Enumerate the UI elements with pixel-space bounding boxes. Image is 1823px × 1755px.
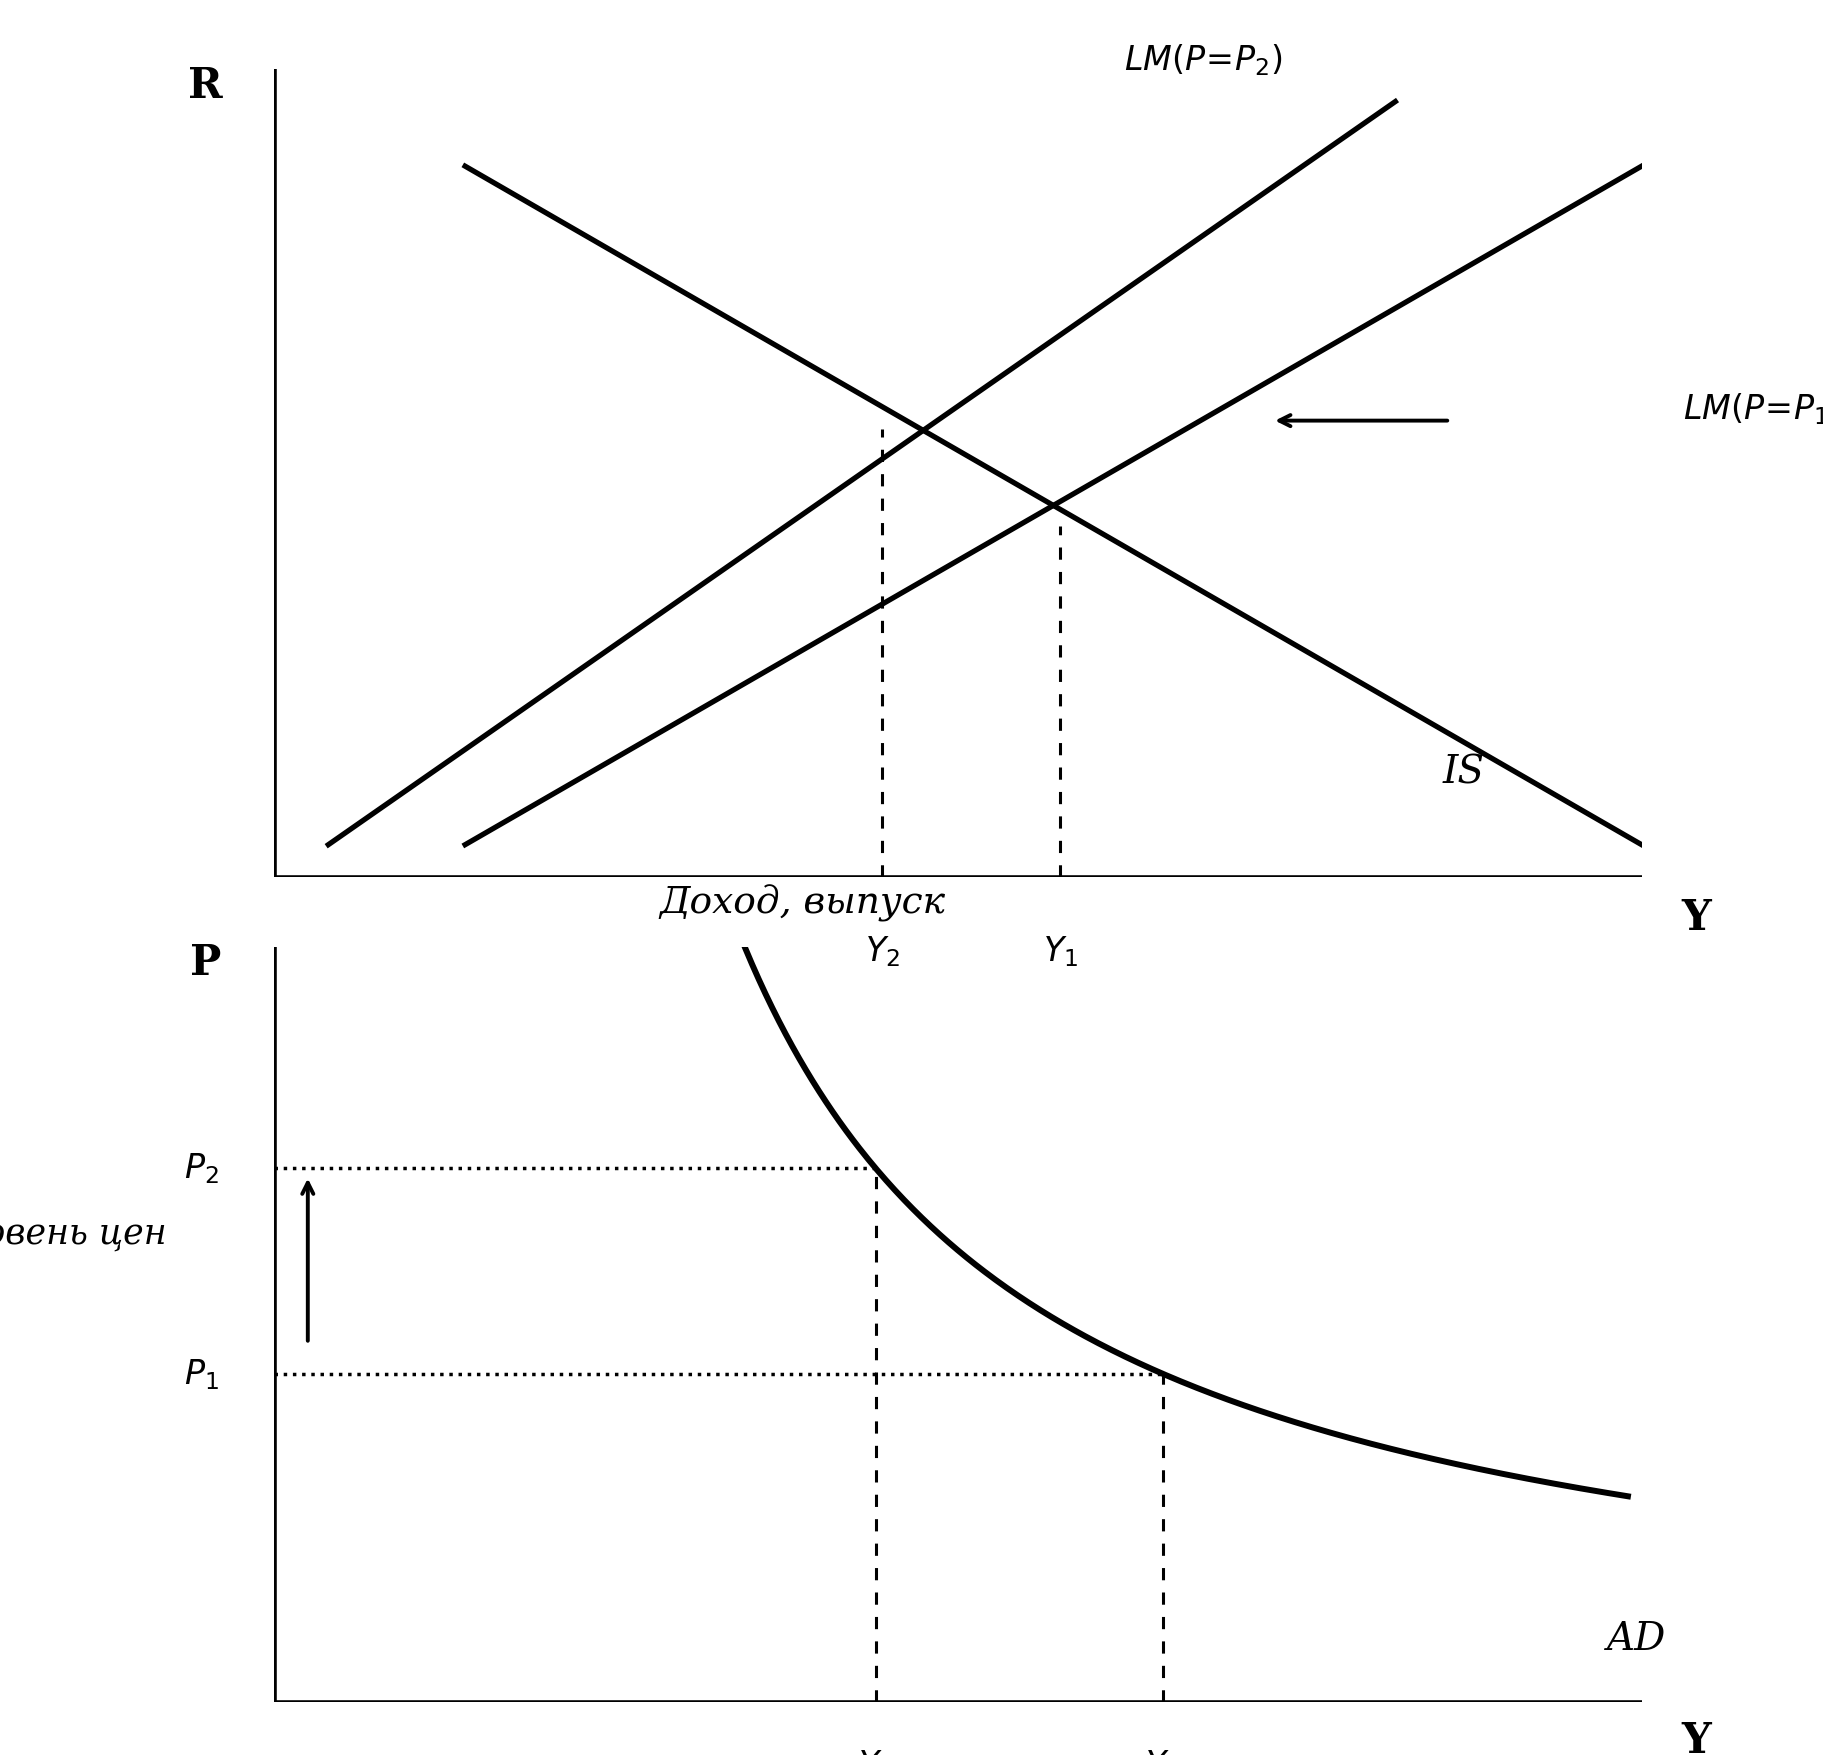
Text: $Y_2$: $Y_2$ [857,1748,893,1755]
Text: AD: AD [1606,1620,1666,1657]
Text: $P_2$: $P_2$ [184,1151,219,1186]
Text: $LM(P\!=\!P_2)$: $LM(P\!=\!P_2)$ [1123,42,1283,79]
Text: Доход, выпуск: Доход, выпуск [660,885,944,921]
Text: $Y_1$: $Y_1$ [1145,1748,1179,1755]
Text: уровень цен: уровень цен [0,1218,168,1251]
Text: IS: IS [1442,755,1484,792]
Text: $P_1$: $P_1$ [184,1357,219,1392]
Text: $Y_1$: $Y_1$ [1043,934,1077,969]
Text: $Y_2$: $Y_2$ [864,934,899,969]
Text: $LM(P\!=\!P_1)$: $LM(P\!=\!P_1)$ [1683,391,1823,426]
Text: Y: Y [1681,1720,1710,1755]
Text: Y: Y [1681,897,1710,939]
Text: P: P [190,942,221,985]
Text: R: R [188,65,222,107]
